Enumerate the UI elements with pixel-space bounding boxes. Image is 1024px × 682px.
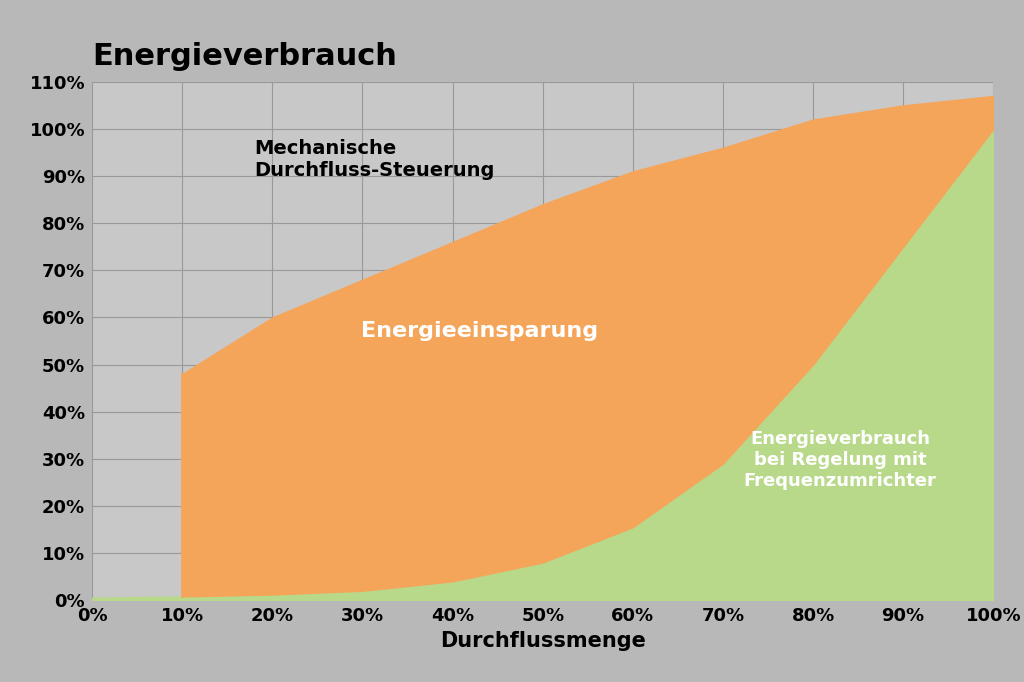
Text: Energieverbrauch: Energieverbrauch [92, 42, 397, 71]
X-axis label: Durchflussmenge: Durchflussmenge [439, 631, 646, 651]
Text: Energieeinsparung: Energieeinsparung [361, 321, 598, 340]
Text: Mechanische
Durchfluss-Steuerung: Mechanische Durchfluss-Steuerung [254, 139, 495, 180]
Text: Energieverbrauch
bei Regelung mit
Frequenzumrichter: Energieverbrauch bei Regelung mit Freque… [743, 430, 937, 490]
